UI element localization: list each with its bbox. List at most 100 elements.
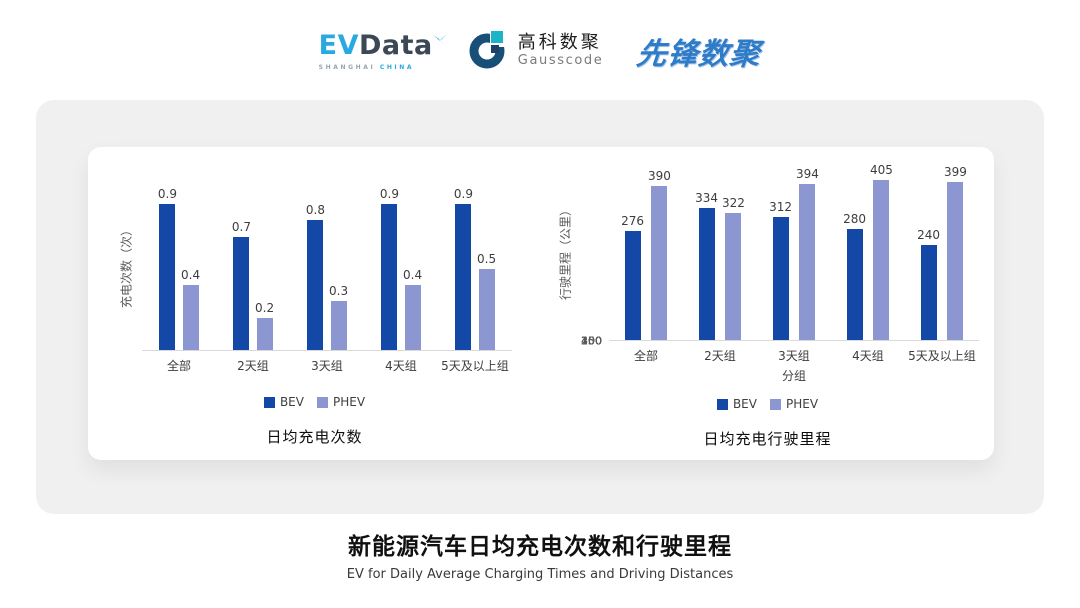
bev-bar-wrap: 312: [769, 199, 792, 340]
legend-item-phev: PHEV: [316, 395, 365, 409]
chart-panel: 充电次数（次） 0.9 0.4 0.7 0.2 0.8 0.3 0.9 0.4 0.9 0.5 全部…: [36, 100, 1044, 514]
y-axis-label: 行驶里程（公里）: [558, 203, 573, 301]
x-category-label: 5天及以上组: [441, 359, 509, 373]
phev-value-label: 399: [944, 165, 967, 180]
bev-value-label: 334: [695, 190, 718, 205]
phev-bar-wrap: 0.5: [477, 253, 496, 350]
bev-value-label: 0.9: [157, 187, 177, 202]
bev-value-label: 280: [843, 212, 866, 227]
phev-value-label: 0.4: [403, 268, 423, 283]
bev-value-label: 312: [769, 199, 792, 214]
bar-group: 0.7 0.2: [231, 219, 274, 350]
chart-daily-charging-times: 充电次数（次） 0.9 0.4 0.7 0.2 0.8 0.3 0.9 0.4 0.9 0.5 全部…: [88, 147, 541, 460]
phev-bar: [256, 317, 273, 350]
x-category-label: 3天组: [311, 359, 343, 373]
evdata-data-text: Data: [359, 30, 433, 61]
legend-item-bev: BEV: [263, 395, 304, 409]
caption: 新能源汽车日均充电次数和行驶里程 EV for Daily Average Ch…: [0, 527, 1080, 582]
legend-label: BEV: [279, 395, 304, 409]
chart-daily-driving-distance: 行驶里程（公里） 0 50 100 150 200 250 300 350 400 450 276…: [541, 147, 994, 460]
bev-bar: [159, 204, 176, 350]
gausscode-en-name: Gausscode: [517, 52, 604, 68]
phev-bar-wrap: 0.4: [403, 269, 422, 350]
bev-bar-wrap: 0.9: [380, 188, 399, 350]
phev-bar: [404, 285, 421, 350]
phev-bar-wrap: 0.2: [255, 301, 274, 350]
phev-bar: [182, 285, 199, 350]
bev-bar-wrap: 0.7: [231, 219, 251, 350]
bar-group: 312 394: [769, 168, 819, 340]
bev-bar-wrap: 334: [695, 190, 718, 340]
y-tick-label: 100: [581, 334, 602, 348]
x-category-label: 5天及以上组: [908, 349, 976, 363]
phev-bar-wrap: 390: [648, 168, 671, 340]
chart-title: 日均充电次数: [266, 428, 363, 446]
phev-bar-wrap: 0.3: [329, 285, 348, 350]
legend-label: BEV: [732, 397, 757, 411]
x-axis-title: 分组: [781, 369, 806, 383]
gausscode-g-icon: [467, 28, 509, 74]
phev-legend-swatch: [769, 398, 781, 410]
legend: BEV PHEV: [716, 397, 819, 411]
phev-value-label: 390: [648, 168, 671, 183]
gausscode-cn-name: 高科数聚: [517, 32, 602, 54]
bev-bar: [307, 220, 324, 350]
y-tick-label: 300: [581, 334, 602, 348]
phev-bar-wrap: 322: [722, 196, 745, 340]
bev-bar: [233, 236, 250, 350]
phev-bar-wrap: 0.4: [181, 269, 200, 350]
bar-group: 0.8 0.3: [306, 204, 348, 350]
bev-value-label: 0.9: [379, 187, 399, 202]
bev-bar-wrap: 0.8: [306, 204, 325, 350]
bev-legend-swatch: [263, 396, 275, 408]
bev-value-label: 276: [621, 213, 644, 228]
y-tick-label: 350: [581, 334, 602, 348]
phev-value-label: 394: [796, 167, 819, 182]
caption-subtitle: EV for Daily Average Charging Times and …: [346, 567, 734, 582]
legend-label: PHEV: [785, 397, 819, 411]
x-category-label: 2天组: [704, 349, 736, 363]
chart-title: 日均充电行驶里程: [703, 430, 832, 448]
gausscode-text: 高科数聚 Gausscode: [517, 32, 604, 69]
bar-group: 334 322: [695, 190, 745, 340]
bev-bar: [624, 230, 641, 340]
phev-bar: [651, 185, 668, 340]
phev-bar: [478, 269, 495, 350]
bar-group: 0.9 0.4: [158, 188, 200, 350]
bev-value-label: 0.8: [305, 203, 325, 218]
bar-group: 240 399: [917, 166, 967, 340]
bev-bar-wrap: 280: [843, 213, 866, 340]
legend-item-phev: PHEV: [769, 397, 819, 411]
y-tick-label: 400: [581, 334, 602, 348]
logo-header: EVData SHANGHAI CHINA: [0, 20, 1080, 82]
evdata-wordmark: EVData: [319, 30, 447, 61]
y-tick-label: 200: [581, 334, 602, 348]
evdata-shanghai-text: SHANGHAI: [318, 64, 376, 71]
phev-bar-wrap: 399: [944, 166, 967, 340]
bev-bar: [846, 229, 863, 340]
bev-value-label: 0.7: [231, 219, 251, 234]
bev-bar: [698, 207, 715, 340]
phev-bar: [330, 301, 347, 350]
evdata-logo: EVData SHANGHAI CHINA: [318, 30, 447, 71]
phev-bar: [947, 182, 964, 340]
x-category-label: 4天组: [852, 349, 884, 363]
phev-bar: [873, 179, 890, 340]
chart-card: 充电次数（次） 0.9 0.4 0.7 0.2 0.8 0.3 0.9 0.4 0.9 0.5 全部…: [88, 147, 994, 460]
y-axis-label: 充电次数（次）: [119, 223, 134, 309]
x-category-label: 全部: [166, 359, 191, 373]
phev-value-label: 0.5: [477, 252, 497, 267]
bar-group: 0.9 0.5: [454, 188, 496, 350]
y-tick-label: 0: [595, 334, 602, 348]
phev-value-label: 0.3: [329, 284, 349, 299]
evdata-china-text: CHINA: [379, 64, 415, 71]
bev-bar-wrap: 0.9: [454, 188, 473, 350]
bev-bar: [455, 204, 472, 350]
plot-area: 0.9 0.4 0.7 0.2 0.8 0.3 0.9 0.4 0.9 0.5 全部 2天组 3天组 4天…: [142, 181, 512, 373]
bev-bar: [772, 216, 789, 340]
phev-bar-wrap: 394: [796, 168, 819, 340]
bev-value-label: 0.9: [453, 187, 473, 202]
pioneer-logo: 先锋数聚: [635, 37, 763, 72]
caption-title: 新能源汽车日均充电次数和行驶里程: [348, 534, 732, 560]
